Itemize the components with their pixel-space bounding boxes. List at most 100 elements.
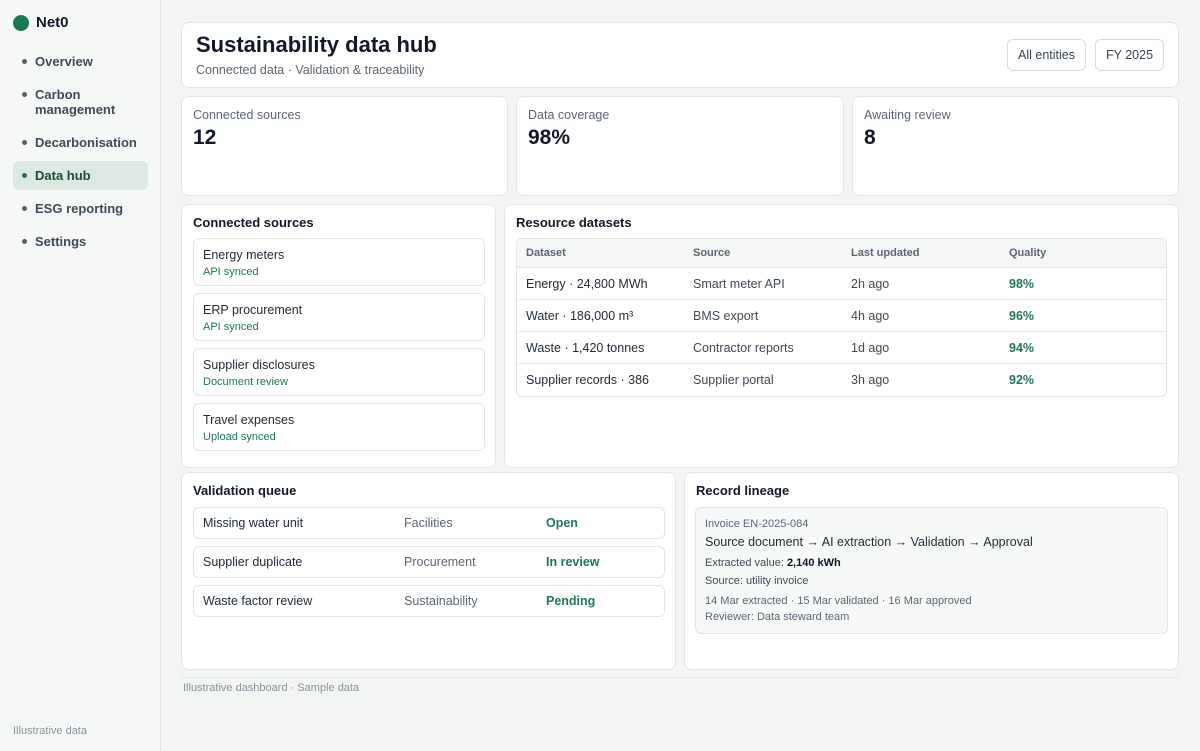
queue-issue: Waste factor review xyxy=(203,594,313,608)
table-header: Dataset Source Last updated Quality xyxy=(517,239,1166,268)
dataset-cell: Waste · 1,420 tonnes xyxy=(526,340,645,355)
app-name: Net0 xyxy=(36,14,69,31)
source-item[interactable]: Energy meters API synced xyxy=(193,238,485,286)
source-name: ERP procurement xyxy=(203,303,303,317)
lineage-flow: Source document → AI extraction → Valida… xyxy=(705,535,1033,549)
column-header[interactable]: Last updated xyxy=(851,247,920,259)
updated-cell: 3h ago xyxy=(851,373,890,387)
resource-datasets-panel: Resource datasets Dataset Source Last up… xyxy=(504,204,1179,468)
dataset-cell: Supplier records · 386 xyxy=(526,373,649,387)
updated-cell: 1d ago xyxy=(851,340,890,355)
page-title: Sustainability data hub xyxy=(196,32,437,57)
source-cell: BMS export xyxy=(693,308,759,323)
section-title: Record lineage xyxy=(696,483,790,498)
queue-team: Sustainability xyxy=(404,594,478,608)
source-status: Document review xyxy=(203,376,288,388)
bullet-icon xyxy=(22,59,27,64)
sidebar-item-label: Overview xyxy=(35,54,93,69)
stat-label: Connected sources xyxy=(193,108,301,122)
period-filter-button[interactable]: FY 2025 xyxy=(1095,39,1165,71)
datasets-table: Dataset Source Last updated Quality Ener… xyxy=(516,238,1167,397)
source-cell: Smart meter API xyxy=(693,276,785,291)
sidebar-item-label: Data hub xyxy=(35,168,91,183)
section-title: Resource datasets xyxy=(516,215,632,230)
bullet-icon xyxy=(22,173,27,178)
record-lineage-panel: Record lineage Invoice EN-2025-084 Sourc… xyxy=(684,472,1179,670)
extracted-value: 2,140 kWh xyxy=(786,557,841,569)
source-name: Travel expenses xyxy=(203,413,295,427)
record-id: Invoice EN-2025-084 xyxy=(705,518,809,530)
queue-item[interactable]: Missing water unit Facilities Open xyxy=(193,507,665,539)
stat-card-awaiting-review: Awaiting review 8 xyxy=(852,96,1179,196)
queue-item[interactable]: Supplier duplicate Procurement In review xyxy=(193,546,665,578)
section-title: Validation queue xyxy=(193,483,297,498)
sidebar-footer-note: Illustrative data xyxy=(13,725,87,737)
record-source: Source: utility invoice xyxy=(705,575,809,587)
column-header[interactable]: Dataset xyxy=(526,247,566,259)
sidebar-item-esg-reporting[interactable]: ESG reporting xyxy=(13,194,148,223)
source-item[interactable]: Travel expenses Upload synced xyxy=(193,403,485,451)
quality-cell: 96% xyxy=(1009,308,1035,323)
column-header[interactable]: Source xyxy=(693,247,731,259)
source-item[interactable]: ERP procurement API synced xyxy=(193,293,485,341)
quality-cell: 94% xyxy=(1009,340,1035,355)
stat-value: 12 xyxy=(193,126,217,149)
bullet-icon xyxy=(22,92,27,97)
source-status: API synced xyxy=(203,321,259,333)
sidebar-item-overview[interactable]: Overview xyxy=(13,47,148,76)
column-header[interactable]: Quality xyxy=(1009,247,1047,259)
sidebar: Net0 Overview Carbon management Decarbon… xyxy=(0,0,161,751)
source-status: Upload synced xyxy=(203,431,276,443)
dataset-cell: Water · 186,000 m³ xyxy=(526,308,634,323)
queue-status: In review xyxy=(546,555,600,569)
source-status: API synced xyxy=(203,266,259,278)
bullet-icon xyxy=(22,140,27,145)
queue-issue: Missing water unit xyxy=(203,516,304,530)
table-row[interactable]: Waste · 1,420 tonnes Contractor reports … xyxy=(517,332,1166,364)
source-name: Energy meters xyxy=(203,248,285,262)
sidebar-item-settings[interactable]: Settings xyxy=(13,227,148,256)
stat-value: 98% xyxy=(528,126,571,149)
dataset-cell: Energy · 24,800 MWh xyxy=(526,276,648,291)
footer-divider xyxy=(181,677,1179,678)
table-row[interactable]: Supplier records · 386 Supplier portal 3… xyxy=(517,364,1166,396)
queue-item[interactable]: Waste factor review Sustainability Pendi… xyxy=(193,585,665,617)
queue-status: Pending xyxy=(546,594,596,608)
validation-queue-panel: Validation queue Missing water unit Faci… xyxy=(181,472,676,670)
brand[interactable]: Net0 xyxy=(13,14,69,31)
footnote: Illustrative dashboard · Sample data xyxy=(183,682,360,694)
page-header: Sustainability data hub Connected data ·… xyxy=(181,22,1179,88)
extracted-label: Extracted value: xyxy=(705,557,784,569)
queue-status: Open xyxy=(546,516,578,530)
stat-label: Data coverage xyxy=(528,108,610,122)
table-row[interactable]: Water · 186,000 m³ BMS export 4h ago 96% xyxy=(517,300,1166,332)
sidebar-item-label: Decarbonisation xyxy=(35,135,137,150)
table-row[interactable]: Energy · 24,800 MWh Smart meter API 2h a… xyxy=(517,268,1166,300)
extracted-value-line: Extracted value: 2,140 kWh xyxy=(705,557,841,569)
bullet-icon xyxy=(22,206,27,211)
record-dates: 14 Mar extracted · 15 Mar validated · 16… xyxy=(705,595,972,607)
updated-cell: 4h ago xyxy=(851,308,890,323)
source-cell: Contractor reports xyxy=(693,340,794,355)
queue-team: Procurement xyxy=(404,555,476,569)
queue-team: Facilities xyxy=(404,516,453,530)
updated-cell: 2h ago xyxy=(851,276,890,291)
sidebar-item-carbon-management[interactable]: Carbon management xyxy=(13,80,148,124)
quality-cell: 92% xyxy=(1009,373,1035,387)
stat-value: 8 xyxy=(864,126,876,149)
sidebar-item-data-hub[interactable]: Data hub xyxy=(13,161,148,190)
bullet-icon xyxy=(22,239,27,244)
source-item[interactable]: Supplier disclosures Document review xyxy=(193,348,485,396)
sidebar-item-label: ESG reporting xyxy=(35,201,124,216)
sidebar-nav: Overview Carbon management Decarbonisati… xyxy=(13,47,148,260)
connected-sources-panel: Connected sources Energy meters API sync… xyxy=(181,204,496,468)
sidebar-item-decarbonisation[interactable]: Decarbonisation xyxy=(13,128,148,157)
page-subtitle: Connected data · Validation & traceabili… xyxy=(196,63,425,77)
entity-filter-button[interactable]: All entities xyxy=(1007,39,1086,71)
source-name: Supplier disclosures xyxy=(203,358,315,372)
stat-card-data-coverage: Data coverage 98% xyxy=(516,96,844,196)
lineage-record-card[interactable]: Invoice EN-2025-084 Source document → AI… xyxy=(695,507,1168,634)
stat-card-connected-sources: Connected sources 12 xyxy=(181,96,508,196)
sidebar-item-label: Carbon management xyxy=(35,87,116,117)
logo-dot-icon xyxy=(13,14,29,31)
